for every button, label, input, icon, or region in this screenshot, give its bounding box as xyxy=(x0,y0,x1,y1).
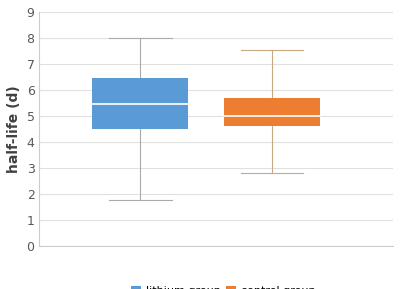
Y-axis label: half-life (d): half-life (d) xyxy=(7,85,21,173)
Legend: lithium group, control group: lithium group, control group xyxy=(127,282,320,289)
Bar xyxy=(224,98,320,126)
Bar xyxy=(92,78,188,129)
